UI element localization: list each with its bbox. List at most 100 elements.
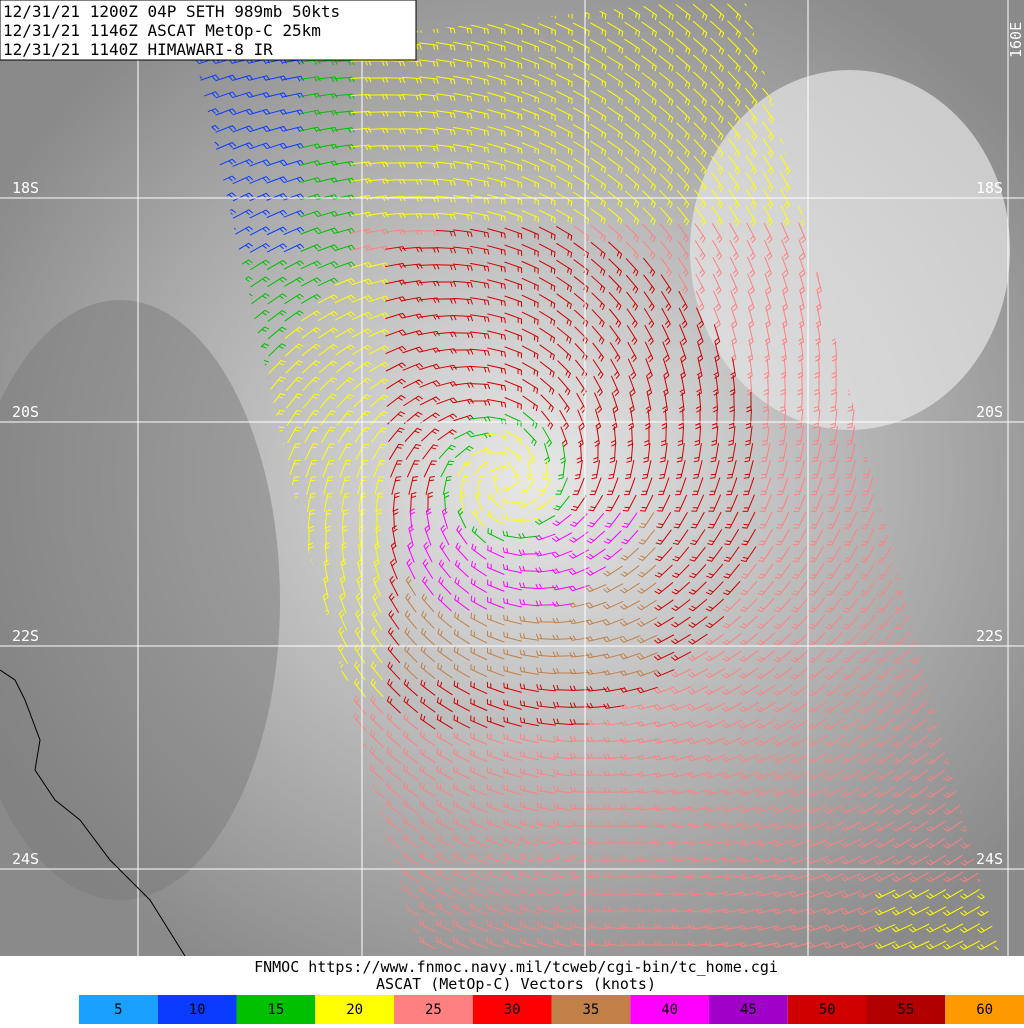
- wind-barb: [372, 443, 387, 461]
- wind-barb: [386, 764, 402, 781]
- wind-barb: [840, 838, 862, 848]
- wind-barb: [642, 190, 657, 209]
- wind-barb: [877, 580, 893, 597]
- wind-barb: [470, 647, 488, 661]
- wind-barb: [470, 612, 488, 627]
- wind-barb: [334, 211, 356, 218]
- wind-barb: [334, 127, 355, 133]
- wind-barb: [504, 397, 522, 410]
- wind-barb: [368, 212, 389, 218]
- wind-barb: [789, 753, 811, 764]
- wind-barb: [501, 480, 521, 492]
- wind-barb: [586, 669, 607, 675]
- wind-barb: [471, 543, 487, 560]
- legend-label: 25: [425, 1002, 442, 1018]
- wind-barb: [486, 869, 505, 881]
- wind-barb: [442, 475, 452, 495]
- wind-barb: [250, 309, 270, 323]
- wind-barb: [841, 666, 860, 680]
- wind-barb: [654, 889, 676, 896]
- wind-barb: [440, 460, 455, 478]
- wind-barb: [287, 426, 302, 444]
- wind-barb: [610, 358, 620, 380]
- wind-barb: [620, 547, 639, 561]
- wind-barb: [306, 476, 317, 495]
- wind-barb: [385, 362, 407, 372]
- wind-barb: [385, 229, 406, 236]
- wind-barb: [436, 93, 456, 102]
- wind-barb: [620, 939, 642, 946]
- wind-barb: [436, 851, 454, 865]
- wind-barb: [421, 576, 434, 596]
- wind-barb: [772, 736, 794, 747]
- wind-barb: [693, 105, 707, 124]
- wind-barb: [420, 662, 436, 680]
- wind-barb: [487, 211, 506, 222]
- wind-barb: [521, 311, 539, 325]
- wind-barb: [772, 787, 794, 797]
- wind-barb: [654, 923, 676, 929]
- wind-barb: [761, 426, 770, 446]
- wind-barb: [877, 545, 892, 563]
- wind-barb: [453, 161, 473, 170]
- wind-barb: [453, 834, 471, 848]
- wind-barb: [524, 444, 536, 464]
- wind-barb: [536, 819, 556, 829]
- wind-barb: [472, 508, 486, 528]
- wind-barb: [470, 851, 488, 864]
- wind-barb: [721, 856, 743, 863]
- wind-barb: [470, 24, 489, 35]
- wind-barb: [740, 546, 757, 563]
- wind-barb: [643, 291, 655, 311]
- wind-barb: [959, 906, 981, 917]
- wind-barb: [569, 752, 591, 759]
- wind-barb: [824, 683, 844, 697]
- wind-barb: [402, 816, 419, 832]
- wind-barb: [658, 4, 674, 21]
- wind-barb: [857, 889, 879, 899]
- wind-barb: [693, 88, 708, 107]
- wind-barb: [521, 227, 539, 240]
- wind-barb: [791, 615, 809, 630]
- wind-barb: [744, 70, 758, 90]
- legend-swatch: [157, 995, 237, 1024]
- wind-barb: [419, 799, 437, 814]
- wind-barb: [518, 532, 539, 539]
- wind-barb: [814, 340, 821, 362]
- wind-barb: [675, 37, 691, 55]
- wind-barb: [643, 442, 651, 463]
- wind-barb: [789, 873, 811, 881]
- wind-barb: [436, 76, 456, 85]
- wind-barb: [641, 122, 657, 140]
- wind-barb: [420, 628, 435, 646]
- wind-barb: [503, 767, 522, 778]
- legend-swatch: [236, 995, 316, 1024]
- wind-barb: [338, 609, 348, 631]
- wind-barb: [521, 277, 539, 291]
- wind-barb: [755, 891, 777, 897]
- wind-barb: [722, 598, 741, 612]
- wind-barb: [503, 614, 522, 625]
- wind-barb: [590, 157, 607, 173]
- wind-barb: [355, 443, 370, 461]
- wind-barb: [926, 837, 946, 849]
- wind-barb: [722, 924, 743, 931]
- wind-barb: [858, 735, 878, 748]
- wind-barb: [636, 617, 658, 627]
- wind-barb: [552, 513, 572, 527]
- wind-barb: [370, 661, 384, 681]
- wind-barb: [435, 212, 456, 220]
- wind-barb: [812, 426, 821, 446]
- wind-barb: [300, 227, 322, 235]
- wind-barb: [553, 904, 573, 913]
- wind-barb: [422, 444, 439, 460]
- wind-barb: [304, 426, 319, 444]
- wind-barb: [609, 442, 616, 464]
- wind-barb: [454, 577, 470, 595]
- wind-barb: [756, 941, 777, 948]
- wind-barb: [419, 884, 437, 899]
- wind-barb: [792, 528, 807, 546]
- wind-barb: [655, 546, 673, 562]
- wind-barb: [300, 176, 322, 183]
- wind-barb: [570, 904, 590, 913]
